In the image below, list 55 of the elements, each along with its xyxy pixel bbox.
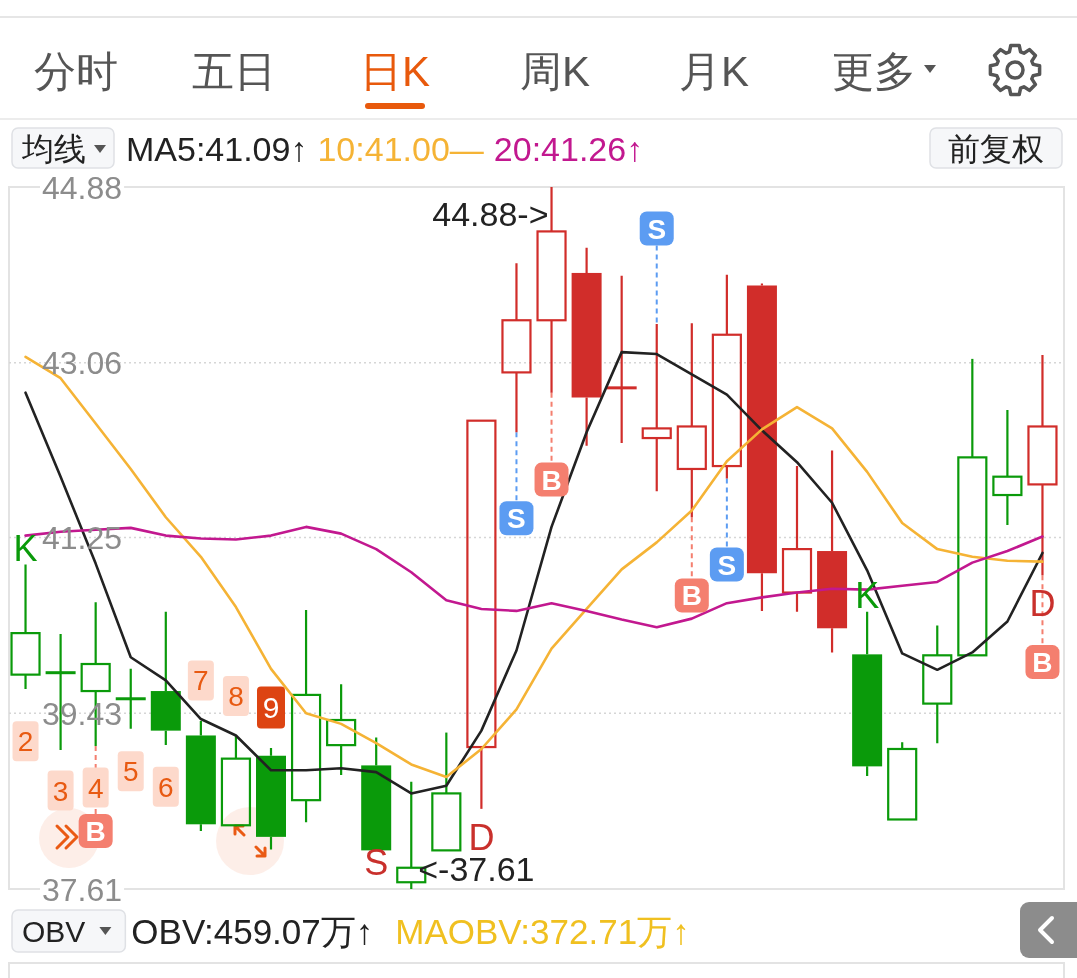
text: 更多 xyxy=(832,48,916,95)
annotation: 4 xyxy=(87,772,104,804)
annotation: B xyxy=(1032,647,1053,679)
text: OBV xyxy=(22,915,86,948)
candlestick xyxy=(957,357,988,657)
annotation: 9 xyxy=(262,691,280,725)
candlestick xyxy=(10,563,41,691)
y-tick-label: 44.88 xyxy=(42,169,123,206)
candlestick xyxy=(781,464,813,613)
candlestick xyxy=(290,608,322,824)
annotation: D xyxy=(1029,583,1056,625)
annotation: S xyxy=(717,549,737,581)
text: 前复权 xyxy=(948,131,1044,167)
y-tick-label: 43.06 xyxy=(42,345,123,382)
candlestick xyxy=(361,736,392,851)
annotation: S xyxy=(364,842,389,883)
annotation: 3 xyxy=(52,775,69,807)
text: 日K xyxy=(359,48,431,95)
candlestick xyxy=(185,719,216,833)
text: 月K xyxy=(678,48,750,95)
annotation: 44.88-> xyxy=(432,195,549,233)
annotation: S xyxy=(647,213,667,245)
candlestick xyxy=(817,449,848,654)
text: 五日 xyxy=(192,48,276,95)
annotation: 2 xyxy=(17,726,34,758)
candlestick xyxy=(746,282,777,612)
candlestick xyxy=(220,734,252,827)
annotation: 7 xyxy=(193,665,209,697)
candlestick xyxy=(852,610,883,778)
candlestick xyxy=(571,246,602,447)
annotation: S xyxy=(507,503,526,535)
annotation: 5 xyxy=(122,756,139,788)
text: 10:41.00— xyxy=(317,130,484,168)
annotation: B xyxy=(85,816,106,848)
candlestick xyxy=(256,746,286,851)
candlestick xyxy=(922,624,953,745)
y-tick-label: 37.61 xyxy=(42,871,123,908)
text: OBV:459.07万↑ xyxy=(131,912,374,951)
candlestick xyxy=(431,731,462,852)
candlestick xyxy=(326,683,357,777)
annotation: B xyxy=(681,580,702,612)
annotation: 6 xyxy=(158,771,174,803)
text: 20:41.26↑ xyxy=(493,130,644,168)
text: 周K xyxy=(519,48,591,95)
text: 分时 xyxy=(34,48,118,95)
legend-title: 均线 xyxy=(21,131,86,167)
annotation: B xyxy=(541,464,562,496)
text: MA5:41.09↑ xyxy=(126,130,308,168)
candlestick xyxy=(466,419,497,810)
candlestick xyxy=(150,610,181,747)
annotation: 8 xyxy=(228,680,244,712)
annotation: K xyxy=(13,527,38,569)
candlestick xyxy=(606,274,637,444)
candlestick xyxy=(992,408,1023,527)
text: MAOBV:372.71万↑ xyxy=(395,912,690,951)
